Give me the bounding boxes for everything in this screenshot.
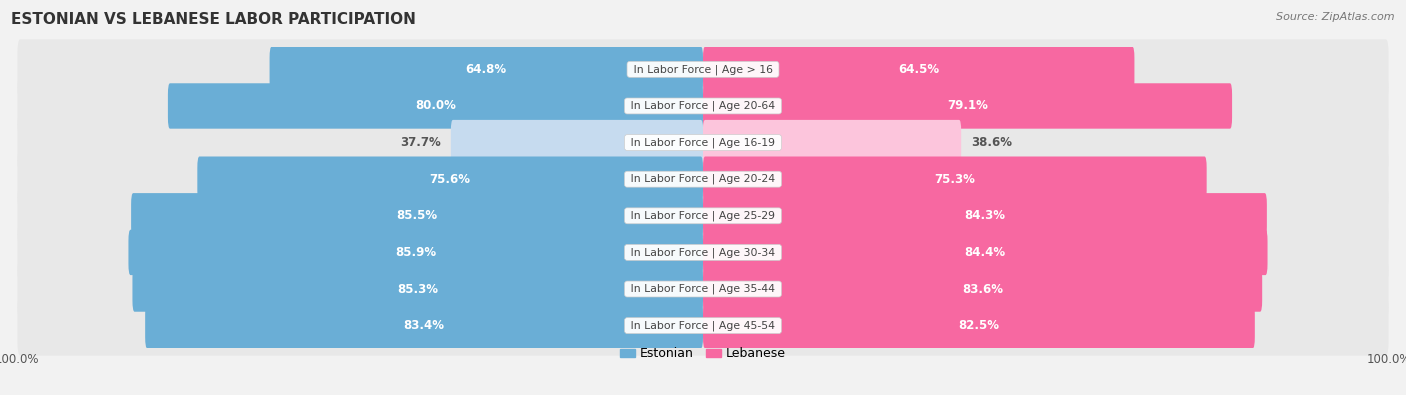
FancyBboxPatch shape xyxy=(703,83,1232,129)
FancyBboxPatch shape xyxy=(17,295,1389,356)
Text: In Labor Force | Age 35-44: In Labor Force | Age 35-44 xyxy=(627,284,779,294)
Text: 83.4%: 83.4% xyxy=(404,319,444,332)
Text: 79.1%: 79.1% xyxy=(948,100,988,113)
FancyBboxPatch shape xyxy=(17,186,1389,246)
FancyBboxPatch shape xyxy=(17,259,1389,319)
Text: 37.7%: 37.7% xyxy=(401,136,441,149)
FancyBboxPatch shape xyxy=(451,120,703,165)
FancyBboxPatch shape xyxy=(197,156,703,202)
FancyBboxPatch shape xyxy=(17,149,1389,209)
Text: In Labor Force | Age 20-24: In Labor Force | Age 20-24 xyxy=(627,174,779,184)
FancyBboxPatch shape xyxy=(17,40,1389,100)
FancyBboxPatch shape xyxy=(167,83,703,129)
Legend: Estonian, Lebanese: Estonian, Lebanese xyxy=(614,342,792,365)
Text: 83.6%: 83.6% xyxy=(962,282,1002,295)
Text: 75.6%: 75.6% xyxy=(430,173,471,186)
Text: In Labor Force | Age 25-29: In Labor Force | Age 25-29 xyxy=(627,211,779,221)
FancyBboxPatch shape xyxy=(703,303,1254,348)
Text: 75.3%: 75.3% xyxy=(935,173,976,186)
Text: 85.9%: 85.9% xyxy=(395,246,436,259)
Text: 84.4%: 84.4% xyxy=(965,246,1005,259)
Text: 85.5%: 85.5% xyxy=(396,209,437,222)
Text: ESTONIAN VS LEBANESE LABOR PARTICIPATION: ESTONIAN VS LEBANESE LABOR PARTICIPATION xyxy=(11,12,416,27)
Text: In Labor Force | Age 16-19: In Labor Force | Age 16-19 xyxy=(627,137,779,148)
FancyBboxPatch shape xyxy=(703,193,1267,239)
Text: 80.0%: 80.0% xyxy=(415,100,456,113)
FancyBboxPatch shape xyxy=(128,230,703,275)
Text: Source: ZipAtlas.com: Source: ZipAtlas.com xyxy=(1277,12,1395,22)
Text: In Labor Force | Age > 16: In Labor Force | Age > 16 xyxy=(630,64,776,75)
FancyBboxPatch shape xyxy=(703,156,1206,202)
Text: 64.5%: 64.5% xyxy=(898,63,939,76)
FancyBboxPatch shape xyxy=(17,76,1389,136)
Text: 82.5%: 82.5% xyxy=(959,319,1000,332)
Text: 64.8%: 64.8% xyxy=(465,63,506,76)
FancyBboxPatch shape xyxy=(145,303,703,348)
Text: 85.3%: 85.3% xyxy=(398,282,439,295)
FancyBboxPatch shape xyxy=(17,222,1389,282)
FancyBboxPatch shape xyxy=(703,47,1135,92)
FancyBboxPatch shape xyxy=(17,113,1389,173)
Text: 38.6%: 38.6% xyxy=(972,136,1012,149)
FancyBboxPatch shape xyxy=(131,193,703,239)
Text: 84.3%: 84.3% xyxy=(965,209,1005,222)
FancyBboxPatch shape xyxy=(703,266,1263,312)
Text: In Labor Force | Age 45-54: In Labor Force | Age 45-54 xyxy=(627,320,779,331)
Text: In Labor Force | Age 20-64: In Labor Force | Age 20-64 xyxy=(627,101,779,111)
FancyBboxPatch shape xyxy=(132,266,703,312)
FancyBboxPatch shape xyxy=(703,230,1268,275)
FancyBboxPatch shape xyxy=(270,47,703,92)
Text: In Labor Force | Age 30-34: In Labor Force | Age 30-34 xyxy=(627,247,779,258)
FancyBboxPatch shape xyxy=(703,120,962,165)
